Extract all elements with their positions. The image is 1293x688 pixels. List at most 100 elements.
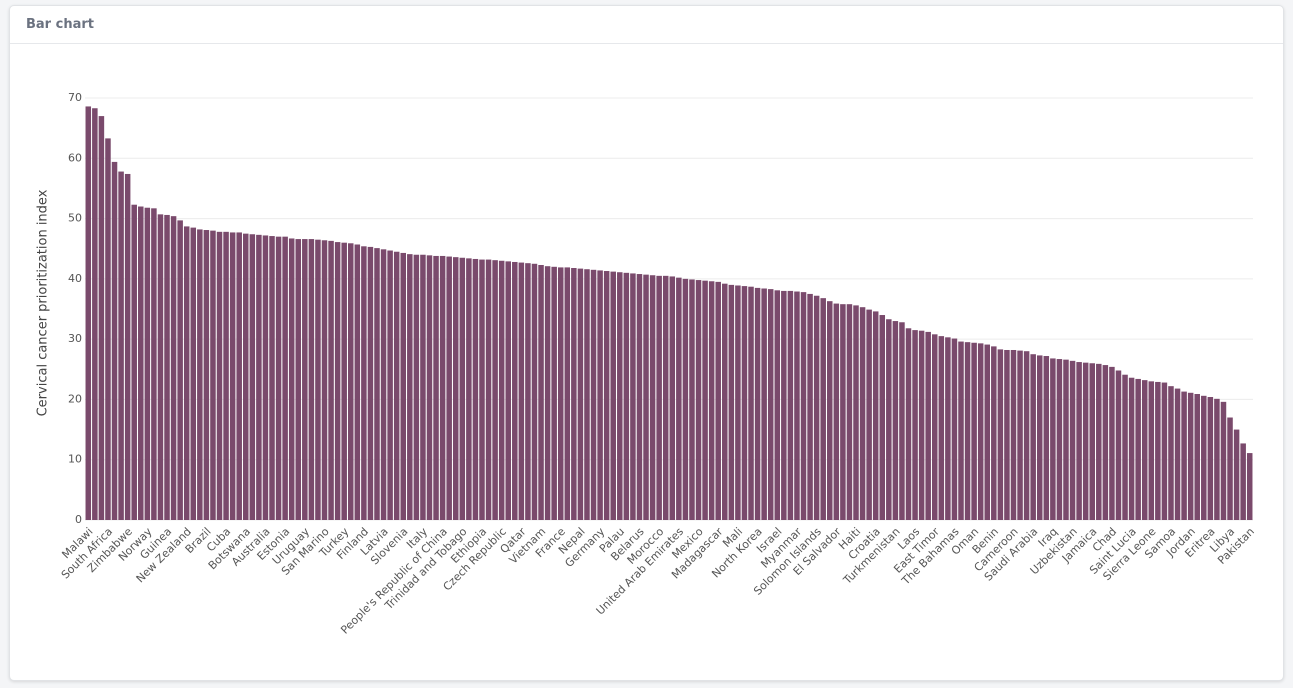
bar: [984, 344, 991, 520]
bar: [361, 246, 367, 520]
y-axis-title: Cervical cancer prioritization index: [36, 189, 51, 416]
bar: [354, 244, 361, 520]
bar: [275, 236, 282, 520]
bar: [931, 334, 938, 520]
bar: [754, 287, 761, 520]
bar: [794, 291, 800, 520]
bar: [426, 255, 433, 521]
bar: [183, 226, 190, 520]
bar: [334, 242, 341, 520]
bar: [879, 315, 886, 520]
bar: [807, 293, 813, 520]
bar: [131, 204, 137, 520]
bar: [105, 138, 111, 521]
bar: [1246, 453, 1253, 520]
bar: [886, 319, 892, 520]
bar: [124, 173, 131, 520]
bar: [387, 250, 393, 520]
bar: [1115, 370, 1122, 520]
bar: [459, 257, 466, 520]
bar: [820, 298, 826, 520]
bar: [262, 235, 269, 521]
bar: [118, 171, 124, 520]
bar: [1174, 388, 1181, 520]
bar: [715, 281, 721, 520]
bar: [1214, 398, 1220, 520]
bar: [767, 289, 774, 520]
bar: [1030, 354, 1036, 520]
bar: [1227, 417, 1233, 520]
bar: [925, 331, 931, 520]
bar: [512, 261, 518, 520]
bar: [347, 243, 354, 520]
bar: [505, 261, 511, 520]
bar: [656, 275, 662, 520]
bar: [787, 290, 794, 520]
bar: [827, 301, 833, 520]
bar: [938, 336, 945, 520]
bar: [833, 303, 840, 520]
bar: [236, 232, 242, 521]
bar: [708, 281, 715, 520]
bar: [800, 292, 807, 520]
bar: [164, 214, 170, 520]
bar: [1023, 351, 1030, 520]
bar: [492, 260, 498, 520]
bar: [452, 257, 459, 520]
bar: [991, 346, 997, 520]
bar: [466, 258, 472, 520]
bar: [905, 328, 912, 520]
bar: [1168, 386, 1174, 520]
bar: [249, 234, 256, 520]
y-tick-label: 10: [68, 453, 82, 466]
bar: [439, 255, 446, 520]
bar: [748, 286, 754, 520]
bar: [420, 254, 426, 520]
bar: [774, 290, 781, 520]
bar: [1122, 374, 1128, 520]
bar: [945, 337, 951, 520]
bar: [374, 248, 380, 520]
bar: [341, 242, 347, 520]
bar: [1056, 359, 1063, 520]
bar: [1076, 362, 1082, 520]
bar: [1135, 378, 1141, 520]
bar: [321, 240, 328, 520]
bar: [813, 295, 820, 520]
bar: [498, 260, 505, 520]
bar: [1109, 366, 1115, 520]
bar: [722, 283, 728, 520]
bar: [1050, 358, 1056, 520]
bar: [433, 255, 439, 520]
bar: [1148, 381, 1155, 520]
bar: [951, 338, 958, 520]
bar: [577, 268, 584, 520]
bar: [610, 271, 616, 520]
bar: [1207, 397, 1214, 520]
bar: [197, 229, 203, 520]
bar: [190, 227, 197, 520]
bar: [866, 309, 872, 520]
bar: [735, 285, 741, 520]
bar: [918, 330, 925, 520]
bar: [1004, 349, 1010, 520]
bar: [1161, 382, 1168, 520]
bar: [958, 341, 964, 520]
bar: [643, 274, 649, 520]
bar: [872, 311, 879, 520]
bar: [177, 220, 183, 520]
bar: [1187, 392, 1194, 520]
bar: [977, 343, 984, 520]
bar: [1194, 394, 1200, 520]
y-tick-label: 50: [68, 212, 82, 225]
bar: [676, 277, 682, 520]
bar: [157, 214, 164, 520]
bar: [229, 232, 236, 521]
bar: [971, 342, 977, 520]
bar: [308, 239, 315, 520]
bar: [538, 264, 544, 520]
bar: [1102, 365, 1109, 520]
y-tick-label: 70: [68, 91, 82, 104]
